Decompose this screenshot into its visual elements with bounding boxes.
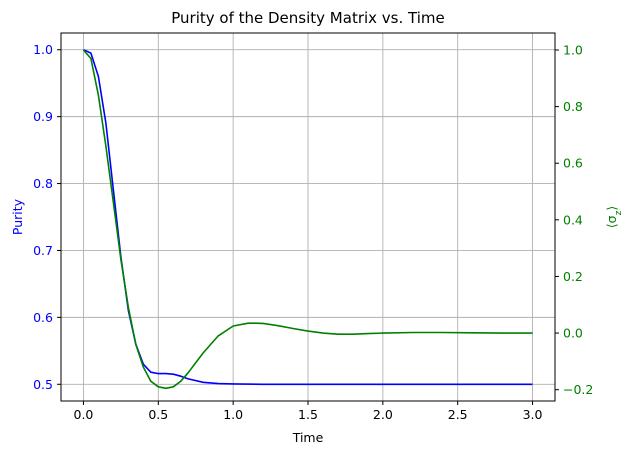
ticks-group: 0.0 0.5 1.0 1.5 2.0 2.5 3.0 0.5 0.6 0.7 0.8 0.9 1.0 −… [33, 42, 593, 422]
grid-lines [61, 33, 555, 401]
y2-tick-label: −0.2 [563, 382, 593, 397]
y2-tick-label: 0.0 [563, 326, 583, 341]
x-tick-label: 2.0 [373, 407, 393, 422]
y-tick-label: 0.8 [33, 176, 53, 191]
y2-axis-title-sigma-z: ⟨σz⟩ [604, 206, 624, 228]
y-tick-label: 0.7 [33, 243, 53, 258]
y2-tick-label: 1.0 [563, 42, 583, 57]
x-tick-label: 0.5 [148, 407, 168, 422]
y2-tick-label: 0.8 [563, 99, 583, 114]
x-tick-label: 1.0 [223, 407, 243, 422]
x-tick-label: 3.0 [523, 407, 543, 422]
y2-tick-label: 0.6 [563, 156, 583, 171]
y2-tick-label: 0.4 [563, 212, 583, 227]
series-group [82, 48, 533, 390]
purity-line [83, 48, 533, 386]
y-axis-title-purity: Purity [10, 198, 25, 235]
y-tick-label: 0.6 [33, 310, 53, 325]
x-tick-label: 1.5 [298, 407, 318, 422]
y2-tick-label: 0.2 [563, 269, 583, 284]
y-tick-label: 0.5 [33, 377, 53, 392]
sigma-z-line [82, 49, 533, 390]
y-tick-label: 0.9 [33, 109, 53, 124]
x-tick-label: 0.0 [74, 407, 94, 422]
x-axis-title: Time [292, 430, 324, 445]
chart-title: Purity of the Density Matrix vs. Time [171, 9, 445, 27]
y-tick-label: 1.0 [33, 42, 53, 57]
x-tick-label: 2.5 [448, 407, 468, 422]
